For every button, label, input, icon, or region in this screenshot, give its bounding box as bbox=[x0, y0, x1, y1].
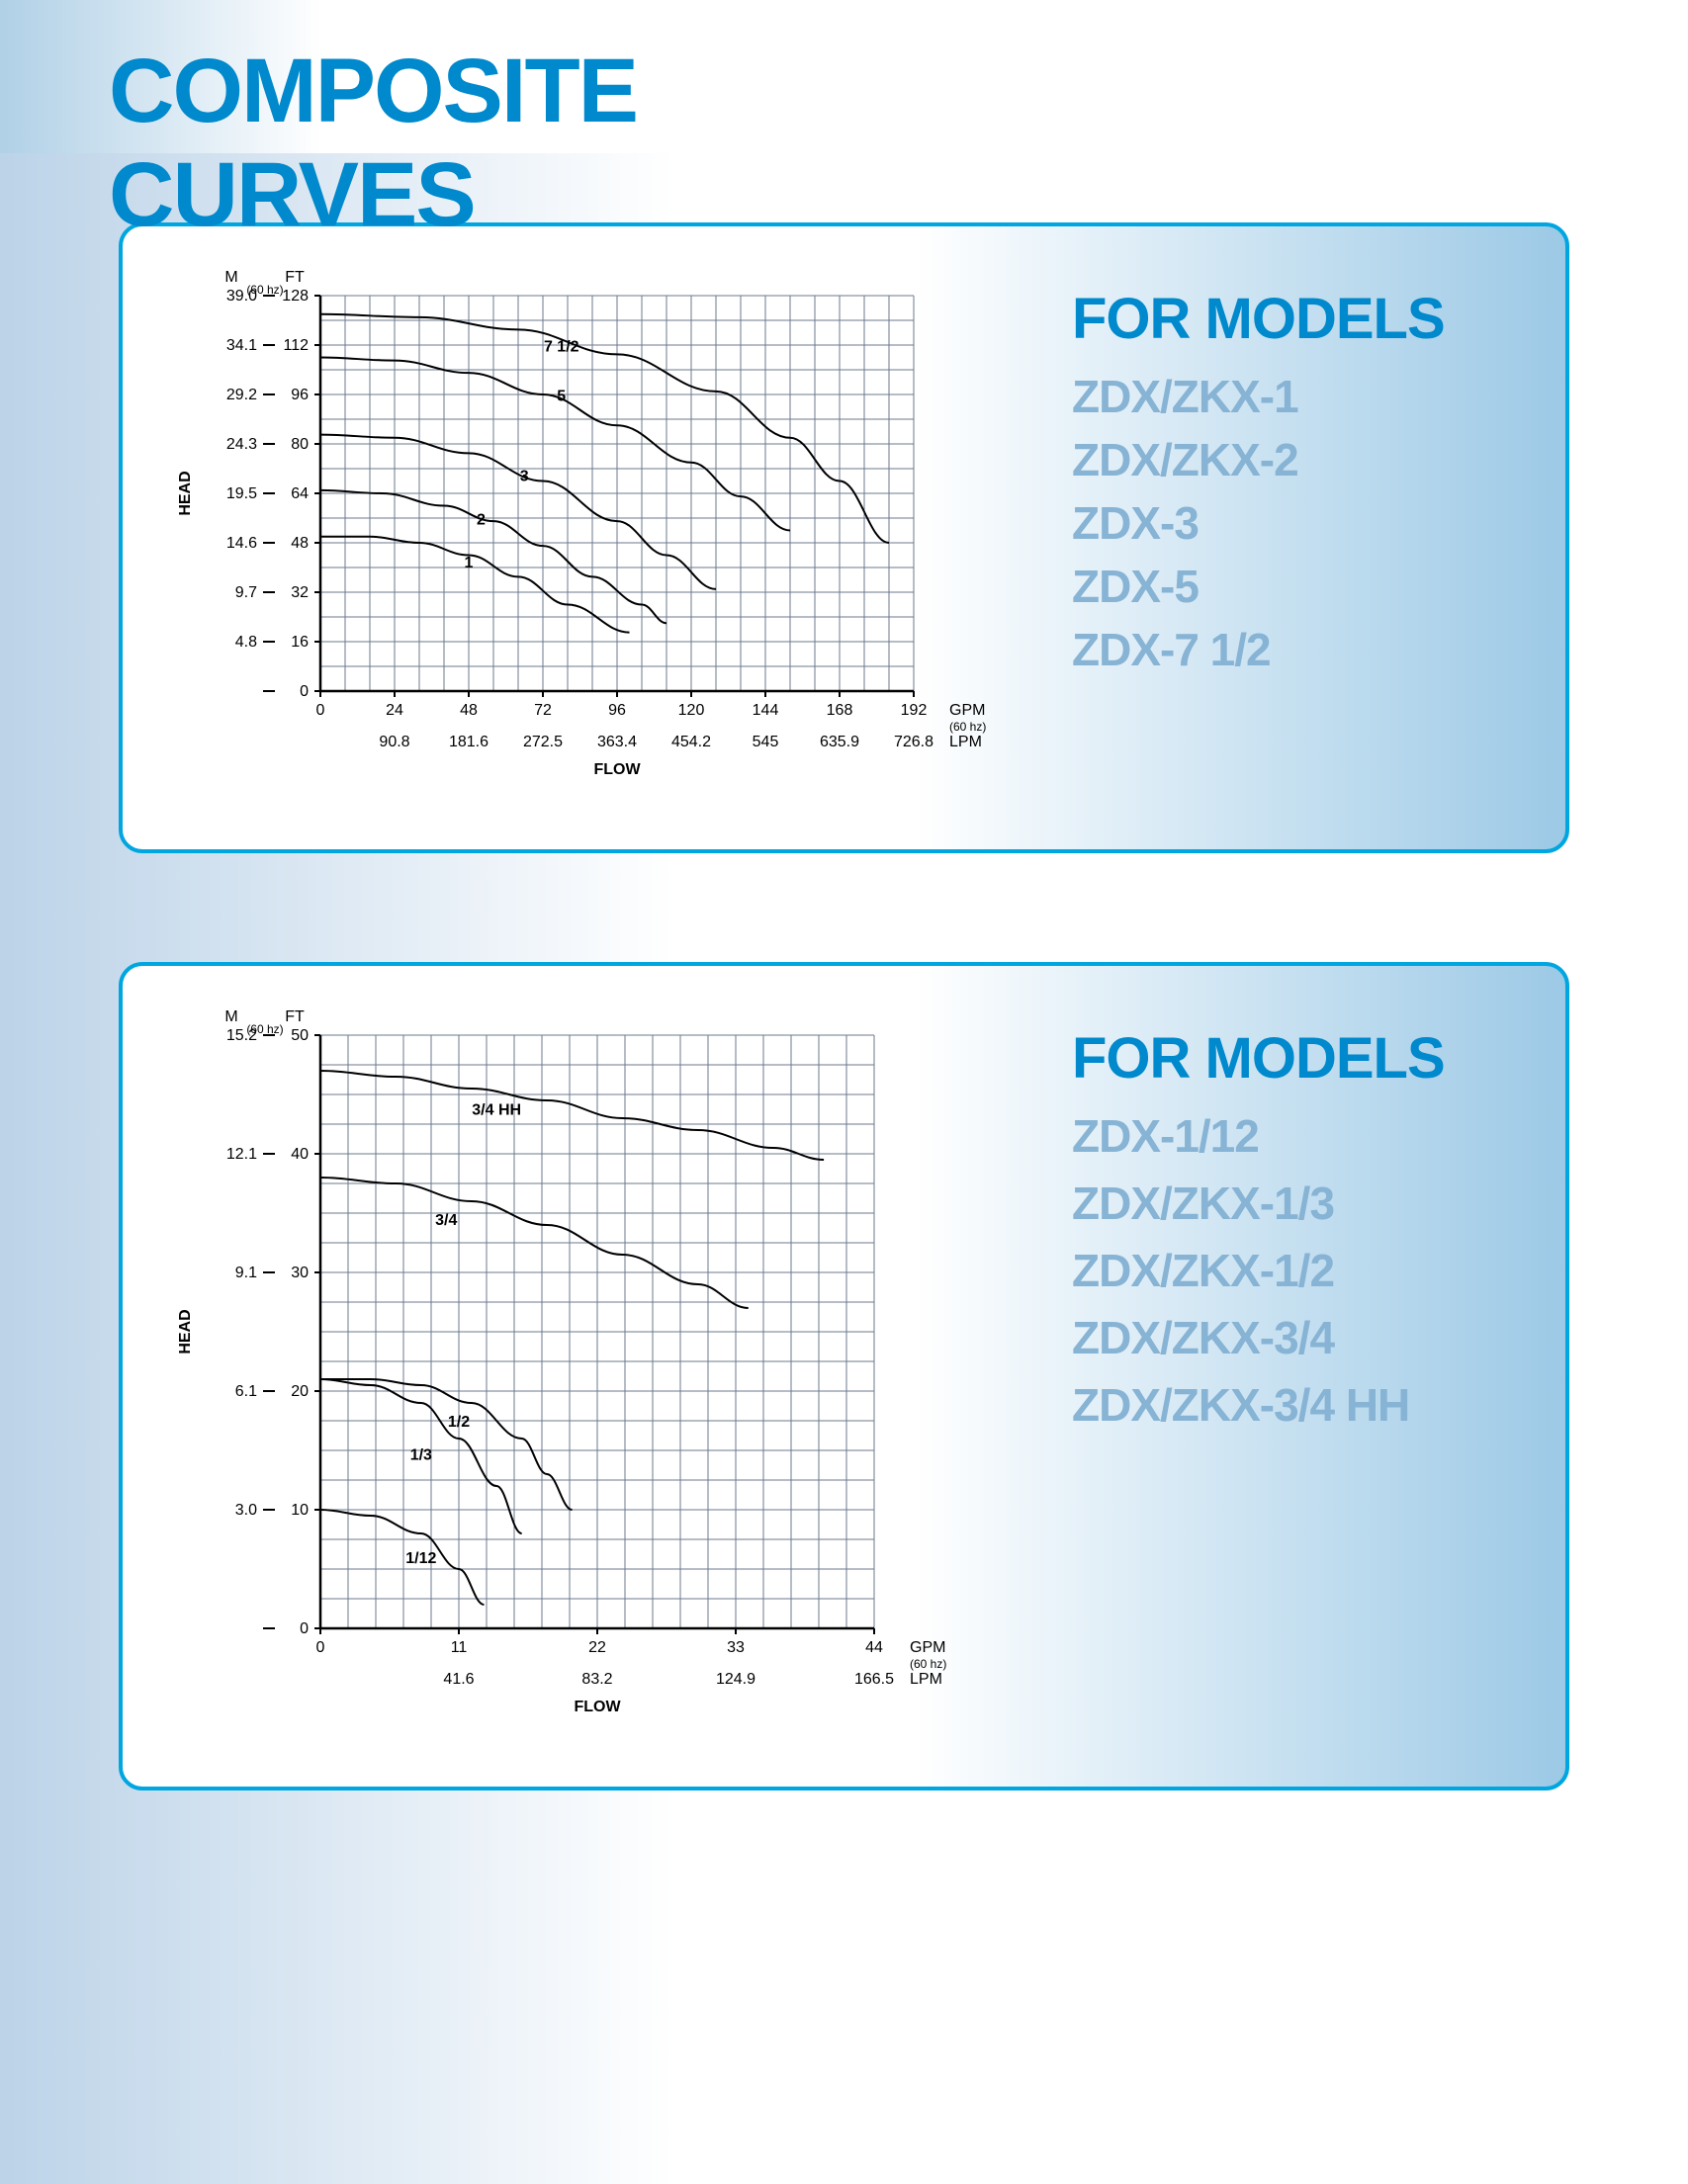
svg-text:1: 1 bbox=[465, 555, 474, 571]
svg-text:32: 32 bbox=[291, 584, 309, 601]
svg-text:11: 11 bbox=[451, 1639, 468, 1656]
svg-text:40: 40 bbox=[291, 1146, 309, 1163]
model-name: ZDX/ZKX-2 bbox=[1072, 433, 1526, 486]
svg-text:6.1: 6.1 bbox=[235, 1383, 257, 1400]
svg-text:HEAD: HEAD bbox=[177, 1309, 194, 1354]
svg-text:3/4 HH: 3/4 HH bbox=[472, 1101, 521, 1118]
svg-text:144: 144 bbox=[753, 702, 779, 719]
svg-text:0: 0 bbox=[316, 702, 325, 719]
svg-text:3/4: 3/4 bbox=[435, 1212, 457, 1229]
chart-1-container: 0164.8329.74814.66419.58024.39629.211234… bbox=[152, 256, 1022, 820]
svg-text:LPM: LPM bbox=[949, 734, 982, 750]
svg-text:(60 hz): (60 hz) bbox=[949, 720, 986, 734]
svg-text:FLOW: FLOW bbox=[574, 1699, 621, 1715]
svg-text:FT: FT bbox=[285, 269, 305, 286]
models-list-1: FOR MODELS ZDX/ZKX-1 ZDX/ZKX-2 ZDX-3 ZDX-5 Z… bbox=[1022, 256, 1526, 820]
svg-text:0: 0 bbox=[300, 683, 309, 700]
svg-text:(60 hz): (60 hz) bbox=[246, 283, 283, 297]
svg-text:48: 48 bbox=[460, 702, 478, 719]
svg-text:19.5: 19.5 bbox=[226, 485, 257, 502]
svg-text:44: 44 bbox=[865, 1639, 883, 1656]
svg-text:454.2: 454.2 bbox=[671, 734, 711, 750]
svg-text:0: 0 bbox=[316, 1639, 325, 1656]
svg-text:29.2: 29.2 bbox=[226, 387, 257, 403]
svg-text:34.1: 34.1 bbox=[226, 337, 257, 354]
svg-text:16: 16 bbox=[291, 634, 309, 651]
svg-text:50: 50 bbox=[291, 1027, 309, 1044]
model-name: ZDX/ZKX-1/2 bbox=[1072, 1244, 1526, 1297]
svg-text:24.3: 24.3 bbox=[226, 436, 257, 453]
svg-text:124.9: 124.9 bbox=[716, 1671, 755, 1688]
svg-text:635.9: 635.9 bbox=[820, 734, 859, 750]
model-name: ZDX/ZKX-3/4 bbox=[1072, 1311, 1526, 1364]
svg-text:1/2: 1/2 bbox=[448, 1414, 470, 1431]
svg-text:FT: FT bbox=[285, 1008, 305, 1025]
chart-1: 0164.8329.74814.66419.58024.39629.211234… bbox=[152, 256, 1022, 820]
svg-text:10: 10 bbox=[291, 1502, 309, 1519]
svg-text:M: M bbox=[224, 1008, 237, 1025]
svg-text:4.8: 4.8 bbox=[235, 634, 257, 651]
svg-text:FLOW: FLOW bbox=[593, 761, 641, 778]
svg-text:120: 120 bbox=[678, 702, 705, 719]
svg-text:192: 192 bbox=[901, 702, 928, 719]
svg-text:(60 hz): (60 hz) bbox=[246, 1022, 283, 1036]
svg-text:128: 128 bbox=[282, 288, 309, 305]
svg-text:72: 72 bbox=[534, 702, 552, 719]
svg-text:168: 168 bbox=[827, 702, 853, 719]
models-list-2: FOR MODELS ZDX-1/12 ZDX/ZKX-1/3 ZDX/ZKX-1/… bbox=[1022, 996, 1526, 1757]
svg-text:1/12: 1/12 bbox=[405, 1550, 436, 1567]
model-name: ZDX-7 1/2 bbox=[1072, 623, 1526, 676]
svg-text:M: M bbox=[224, 269, 237, 286]
svg-text:3: 3 bbox=[520, 469, 529, 485]
chart-2-container: 0103.0206.1309.14012.15015.2MFT(60 hz)01… bbox=[152, 996, 1022, 1757]
svg-text:LPM: LPM bbox=[910, 1671, 942, 1688]
svg-text:2: 2 bbox=[477, 511, 486, 528]
model-name: ZDX-3 bbox=[1072, 496, 1526, 550]
svg-text:12.1: 12.1 bbox=[226, 1146, 257, 1163]
svg-text:9.1: 9.1 bbox=[235, 1265, 257, 1281]
svg-text:363.4: 363.4 bbox=[597, 734, 637, 750]
svg-text:112: 112 bbox=[283, 337, 309, 354]
svg-text:33: 33 bbox=[727, 1639, 745, 1656]
svg-text:9.7: 9.7 bbox=[235, 584, 257, 601]
model-name: ZDX/ZKX-1 bbox=[1072, 370, 1526, 423]
svg-text:20: 20 bbox=[291, 1383, 309, 1400]
svg-text:41.6: 41.6 bbox=[443, 1671, 474, 1688]
svg-text:(60 hz): (60 hz) bbox=[910, 1657, 946, 1671]
chart-panel-small-pumps: 0103.0206.1309.14012.15015.2MFT(60 hz)01… bbox=[119, 962, 1569, 1791]
chart-panel-large-pumps: 0164.8329.74814.66419.58024.39629.211234… bbox=[119, 222, 1569, 853]
svg-text:24: 24 bbox=[386, 702, 403, 719]
svg-text:545: 545 bbox=[753, 734, 779, 750]
svg-text:HEAD: HEAD bbox=[177, 471, 194, 515]
svg-text:96: 96 bbox=[608, 702, 626, 719]
svg-text:GPM: GPM bbox=[949, 702, 985, 719]
svg-text:3.0: 3.0 bbox=[235, 1502, 257, 1519]
svg-text:5: 5 bbox=[557, 388, 566, 404]
svg-text:1/3: 1/3 bbox=[410, 1447, 432, 1464]
svg-text:272.5: 272.5 bbox=[523, 734, 563, 750]
svg-text:166.5: 166.5 bbox=[854, 1671, 894, 1688]
svg-text:48: 48 bbox=[291, 535, 309, 552]
model-name: ZDX-1/12 bbox=[1072, 1109, 1526, 1163]
svg-text:80: 80 bbox=[291, 436, 309, 453]
model-name: ZDX-5 bbox=[1072, 560, 1526, 613]
svg-text:7 1/2: 7 1/2 bbox=[544, 338, 579, 355]
svg-text:83.2: 83.2 bbox=[581, 1671, 612, 1688]
svg-text:726.8: 726.8 bbox=[894, 734, 933, 750]
model-name: ZDX/ZKX-1/3 bbox=[1072, 1177, 1526, 1230]
svg-text:30: 30 bbox=[291, 1265, 309, 1281]
chart-2: 0103.0206.1309.14012.15015.2MFT(60 hz)01… bbox=[152, 996, 1022, 1757]
model-name: ZDX/ZKX-3/4 HH bbox=[1072, 1378, 1526, 1432]
models-heading: FOR MODELS bbox=[1072, 286, 1526, 352]
svg-text:96: 96 bbox=[291, 387, 309, 403]
svg-text:14.6: 14.6 bbox=[226, 535, 257, 552]
svg-text:22: 22 bbox=[588, 1639, 606, 1656]
svg-text:90.8: 90.8 bbox=[379, 734, 409, 750]
page-title: COMPOSITE CURVES bbox=[0, 0, 752, 153]
svg-text:GPM: GPM bbox=[910, 1639, 945, 1656]
svg-text:181.6: 181.6 bbox=[449, 734, 489, 750]
svg-text:0: 0 bbox=[300, 1620, 309, 1637]
svg-text:64: 64 bbox=[291, 485, 309, 502]
models-heading: FOR MODELS bbox=[1072, 1025, 1526, 1092]
